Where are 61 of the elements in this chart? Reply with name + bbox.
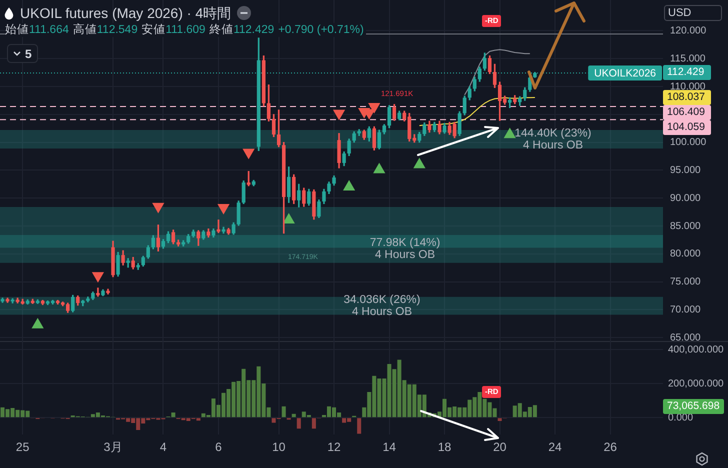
band-label: 77.98K (14%) 4 Hours OB (370, 237, 440, 262)
x-tick-label: 14 (382, 440, 396, 454)
bar (296, 418, 301, 429)
bar (292, 414, 296, 418)
y-tick-label: 400,000.000 (668, 344, 724, 356)
point (242, 148, 255, 160)
x-tick-label: 25 (16, 440, 30, 454)
x-tick-label: 10 (272, 440, 286, 454)
y-tick-label: 120.000 (670, 25, 707, 36)
bar (282, 406, 286, 418)
point (343, 180, 356, 191)
collapse-button: 5 (7, 44, 38, 63)
x-tick-label: 20 (493, 440, 507, 454)
x-tick-label: 24 (548, 440, 562, 454)
y-tick-label: 85.000 (670, 220, 702, 232)
y-tick-label: 95.000 (670, 164, 702, 176)
y-axis-title: USD (668, 7, 692, 19)
point (217, 204, 230, 215)
annotation: 5 (25, 46, 32, 60)
x-tick-label: 3月 (104, 440, 122, 454)
point (332, 110, 346, 120)
x-tick-label: 26 (604, 440, 618, 454)
annotation: 始値111.664 (5, 23, 69, 37)
band-label: 34.036K (26%) 4 Hours OB (344, 294, 421, 318)
annotation: +0.790 (+0.71%) (278, 23, 364, 37)
y-tick-label: 100.000 (670, 137, 707, 148)
point (92, 272, 104, 283)
y-tick-label: 70.000 (670, 304, 702, 316)
text: 104.059 (663, 120, 711, 135)
text: 73,065.698 (663, 399, 724, 414)
bar (357, 418, 362, 434)
y-tick-label: 200,000.000 (668, 378, 724, 390)
text: 108.037 (663, 90, 711, 105)
band-label: 144.40K (23%) 4 Hours OB (514, 127, 592, 152)
y-tick-label: 115.000 (670, 53, 706, 64)
y-tick-label: 110.000 (670, 81, 706, 92)
point (368, 103, 380, 114)
candlestick (216, 220, 220, 234)
point (504, 128, 516, 138)
x-tick-label: 12 (327, 440, 342, 454)
point (152, 202, 164, 214)
y-tick-label: 80.000 (670, 248, 702, 260)
y-tick-label: 75.000 (670, 276, 702, 288)
x-tick-label: 6 (215, 440, 222, 454)
chart-title: UKOIL futures (May 2026) · 4時間 (20, 5, 232, 21)
x-tick-label: 4 (160, 440, 167, 454)
point (282, 212, 295, 224)
x-tick-label: 18 (438, 440, 452, 454)
point (32, 318, 44, 328)
currency-field: USD (664, 5, 722, 21)
y-tick-label: 90.000 (670, 192, 702, 204)
candlestick (96, 288, 100, 297)
text: 106.409 (663, 105, 711, 120)
y-tick-label: 65.000 (670, 332, 702, 344)
annotation: 高値112.549 (72, 23, 138, 37)
point (413, 158, 426, 168)
text: 112.429 (663, 65, 711, 80)
annotation: 終値112.429 (209, 23, 274, 37)
annotation: 安値111.609 (142, 23, 206, 37)
ref-line-label: UKOILK2026 (594, 67, 656, 80)
point (373, 162, 386, 174)
